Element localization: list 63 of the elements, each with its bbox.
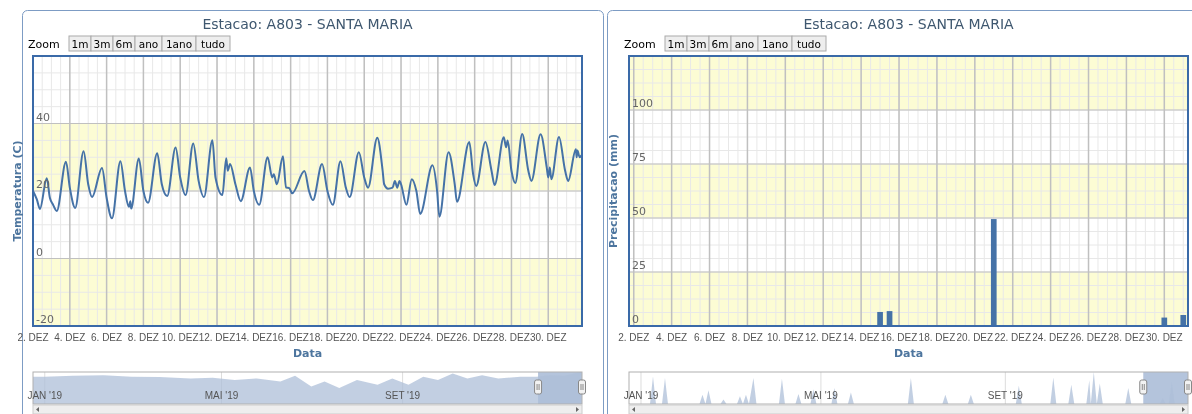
x-tick-label: JAN '19	[623, 390, 659, 401]
x-tick-label: MAI '19	[804, 390, 839, 401]
zoom-button: ano	[134, 35, 163, 52]
x-axis-title: Data	[292, 347, 323, 360]
x-tick-label: 4. DEZ	[54, 332, 86, 343]
zoom-button: tudo	[791, 35, 827, 52]
x-tick-label: 22. DEZ	[994, 332, 1032, 343]
x-tick-label: 14. DEZ	[842, 332, 880, 343]
x-tick-label: 18. DEZ	[918, 332, 956, 343]
x-tick-label: JAN '19	[27, 390, 63, 401]
y-tick-label: 0	[36, 245, 43, 259]
y-axis-title: Precipitacao (mm)	[607, 134, 620, 248]
x-tick-label: 12. DEZ	[804, 332, 842, 343]
x-tick-label: 26. DEZ	[1070, 332, 1107, 343]
x-tick-label: 18. DEZ	[309, 332, 346, 343]
y-tick-label: 100	[632, 97, 653, 110]
x-tick-label: 8. DEZ	[731, 332, 763, 343]
y-tick-label: -20	[36, 313, 54, 326]
zoom-button: 6m	[112, 35, 136, 52]
x-tick-label: SET '19	[987, 390, 1024, 401]
zoom-button: 3m	[90, 35, 114, 52]
x-tick-label: 14. DEZ	[235, 332, 273, 343]
x-tick-label: SET '19	[385, 390, 421, 401]
x-tick-label: 30. DEZ	[1145, 332, 1183, 343]
y-tick-label: 50	[632, 205, 646, 218]
x-tick-label: 20. DEZ	[956, 332, 994, 343]
x-tick-label: 24. DEZ	[419, 332, 457, 343]
zoom-button: ano	[730, 35, 759, 52]
x-tick-label: 16. DEZ	[880, 332, 918, 343]
x-tick-label: 6. DEZ	[693, 332, 726, 343]
x-tick-label: 28. DEZ	[1108, 332, 1145, 343]
zoom-button: tudo	[195, 35, 231, 52]
x-axis-title: Data	[893, 347, 924, 360]
text: Zoom	[28, 38, 60, 51]
chart-title: Estacao: A803 - SANTA MARIA	[202, 16, 414, 32]
y-tick-label: 75	[632, 151, 646, 164]
x-tick-label: 20. DEZ	[345, 332, 383, 343]
x-tick-label: 12. DEZ	[198, 332, 236, 343]
y-tick-label: 25	[632, 259, 646, 272]
x-tick-label: 28. DEZ	[493, 332, 530, 343]
zoom-button: 6m	[708, 35, 732, 52]
x-tick-label: 30. DEZ	[529, 332, 567, 343]
x-tick-label: MAI '19	[204, 390, 239, 401]
x-tick-label: 16. DEZ	[272, 332, 309, 343]
x-tick-label: 2. DEZ	[618, 332, 650, 343]
y-tick-label: 0	[632, 313, 639, 326]
zoom-button: 1ano	[161, 35, 197, 52]
x-tick-label: 6. DEZ	[91, 332, 123, 343]
x-tick-label: 10. DEZ	[766, 332, 804, 343]
x-tick-label: 26. DEZ	[456, 332, 493, 343]
x-tick-label: 22. DEZ	[382, 332, 420, 343]
chart-title: Estacao: A803 - SANTA MARIA	[803, 16, 1015, 32]
x-tick-label: 10. DEZ	[161, 332, 199, 343]
zoom-button: 1m	[664, 35, 688, 52]
y-tick-label: 40	[36, 110, 50, 124]
x-tick-label: 8. DEZ	[127, 332, 159, 343]
zoom-button: 3m	[686, 35, 710, 52]
y-axis-title: Temperatura (C)	[11, 140, 24, 242]
text: Zoom	[624, 38, 656, 51]
zoom-button: 1m	[68, 35, 92, 52]
x-tick-label: 4. DEZ	[656, 332, 688, 343]
x-tick-label: 24. DEZ	[1032, 332, 1069, 343]
zoom-button: 1ano	[757, 35, 793, 52]
